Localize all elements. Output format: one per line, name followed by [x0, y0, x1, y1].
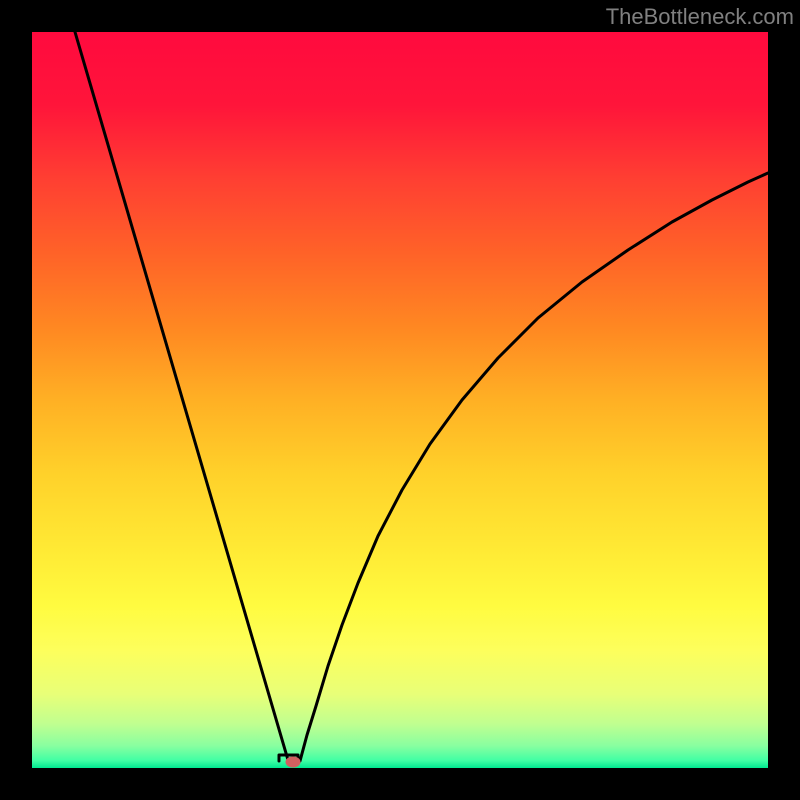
gradient-background	[32, 32, 768, 768]
minimum-marker	[286, 757, 300, 767]
chart-container: { "watermark": { "text": "TheBottleneck.…	[0, 0, 800, 800]
bottleneck-chart	[0, 0, 800, 800]
watermark-text: TheBottleneck.com	[606, 4, 794, 30]
